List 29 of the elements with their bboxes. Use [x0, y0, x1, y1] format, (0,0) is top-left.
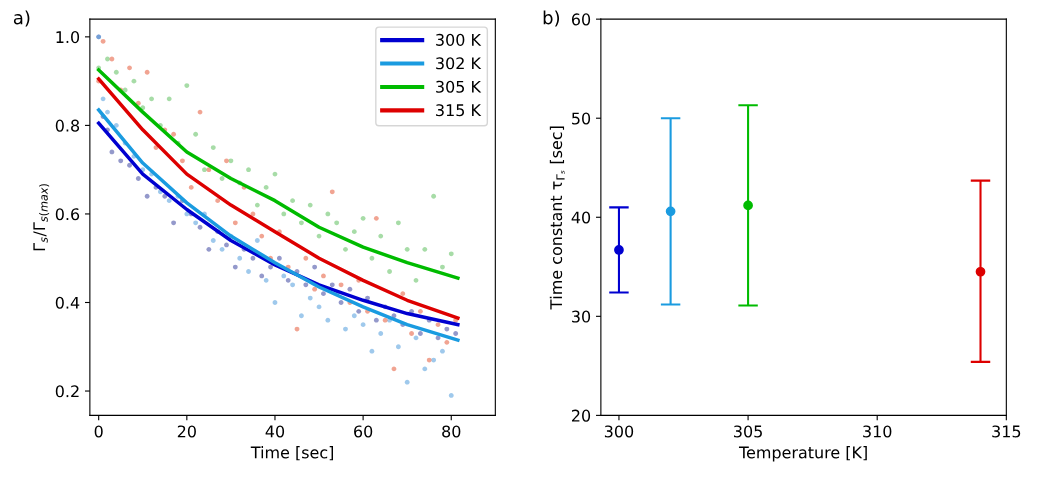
- x-tick-label: 310: [863, 425, 892, 438]
- x-tick-label: 315: [992, 425, 1021, 438]
- y-tick-label: 0.6: [55, 208, 80, 221]
- y-axis-title: Γ$_{s}$/Γ$_{s(max)}$: [33, 184, 50, 251]
- y-tick-label: 40: [571, 211, 591, 224]
- legend-label: 315 K: [436, 104, 482, 117]
- x-axis-title: Temperature [K]: [738, 446, 867, 462]
- x-tick-label: 305: [734, 425, 762, 438]
- x-tick-label: 80: [442, 425, 461, 438]
- x-tick-label: 0: [94, 425, 103, 438]
- y-tick-label: 60: [571, 13, 591, 26]
- legend-label: 305 K: [436, 80, 482, 93]
- y-tick-label: 0.4: [55, 296, 80, 309]
- y-tick-label: 1.0: [56, 31, 80, 44]
- x-tick-label: 40: [265, 425, 285, 438]
- y-tick-label: 30: [572, 310, 591, 323]
- y-axis-title: Time constant τ$_{Γₛ}$ [sec]: [549, 126, 565, 310]
- y-tick-label: 20: [572, 409, 591, 422]
- y-tick-label: 0.2: [55, 385, 79, 398]
- legend-label: 302 K: [436, 57, 482, 70]
- x-axis-title: Time [sec]: [250, 446, 333, 461]
- y-tick-label: 50: [572, 112, 591, 125]
- y-tick-label: 0.8: [55, 119, 80, 132]
- x-tick-label: 300: [604, 425, 634, 438]
- legend-label: 300 K: [436, 33, 482, 46]
- x-tick-label: 20: [177, 425, 196, 438]
- text: a): [13, 10, 30, 27]
- x-tick-label: 60: [354, 425, 373, 438]
- text: b): [543, 10, 560, 27]
